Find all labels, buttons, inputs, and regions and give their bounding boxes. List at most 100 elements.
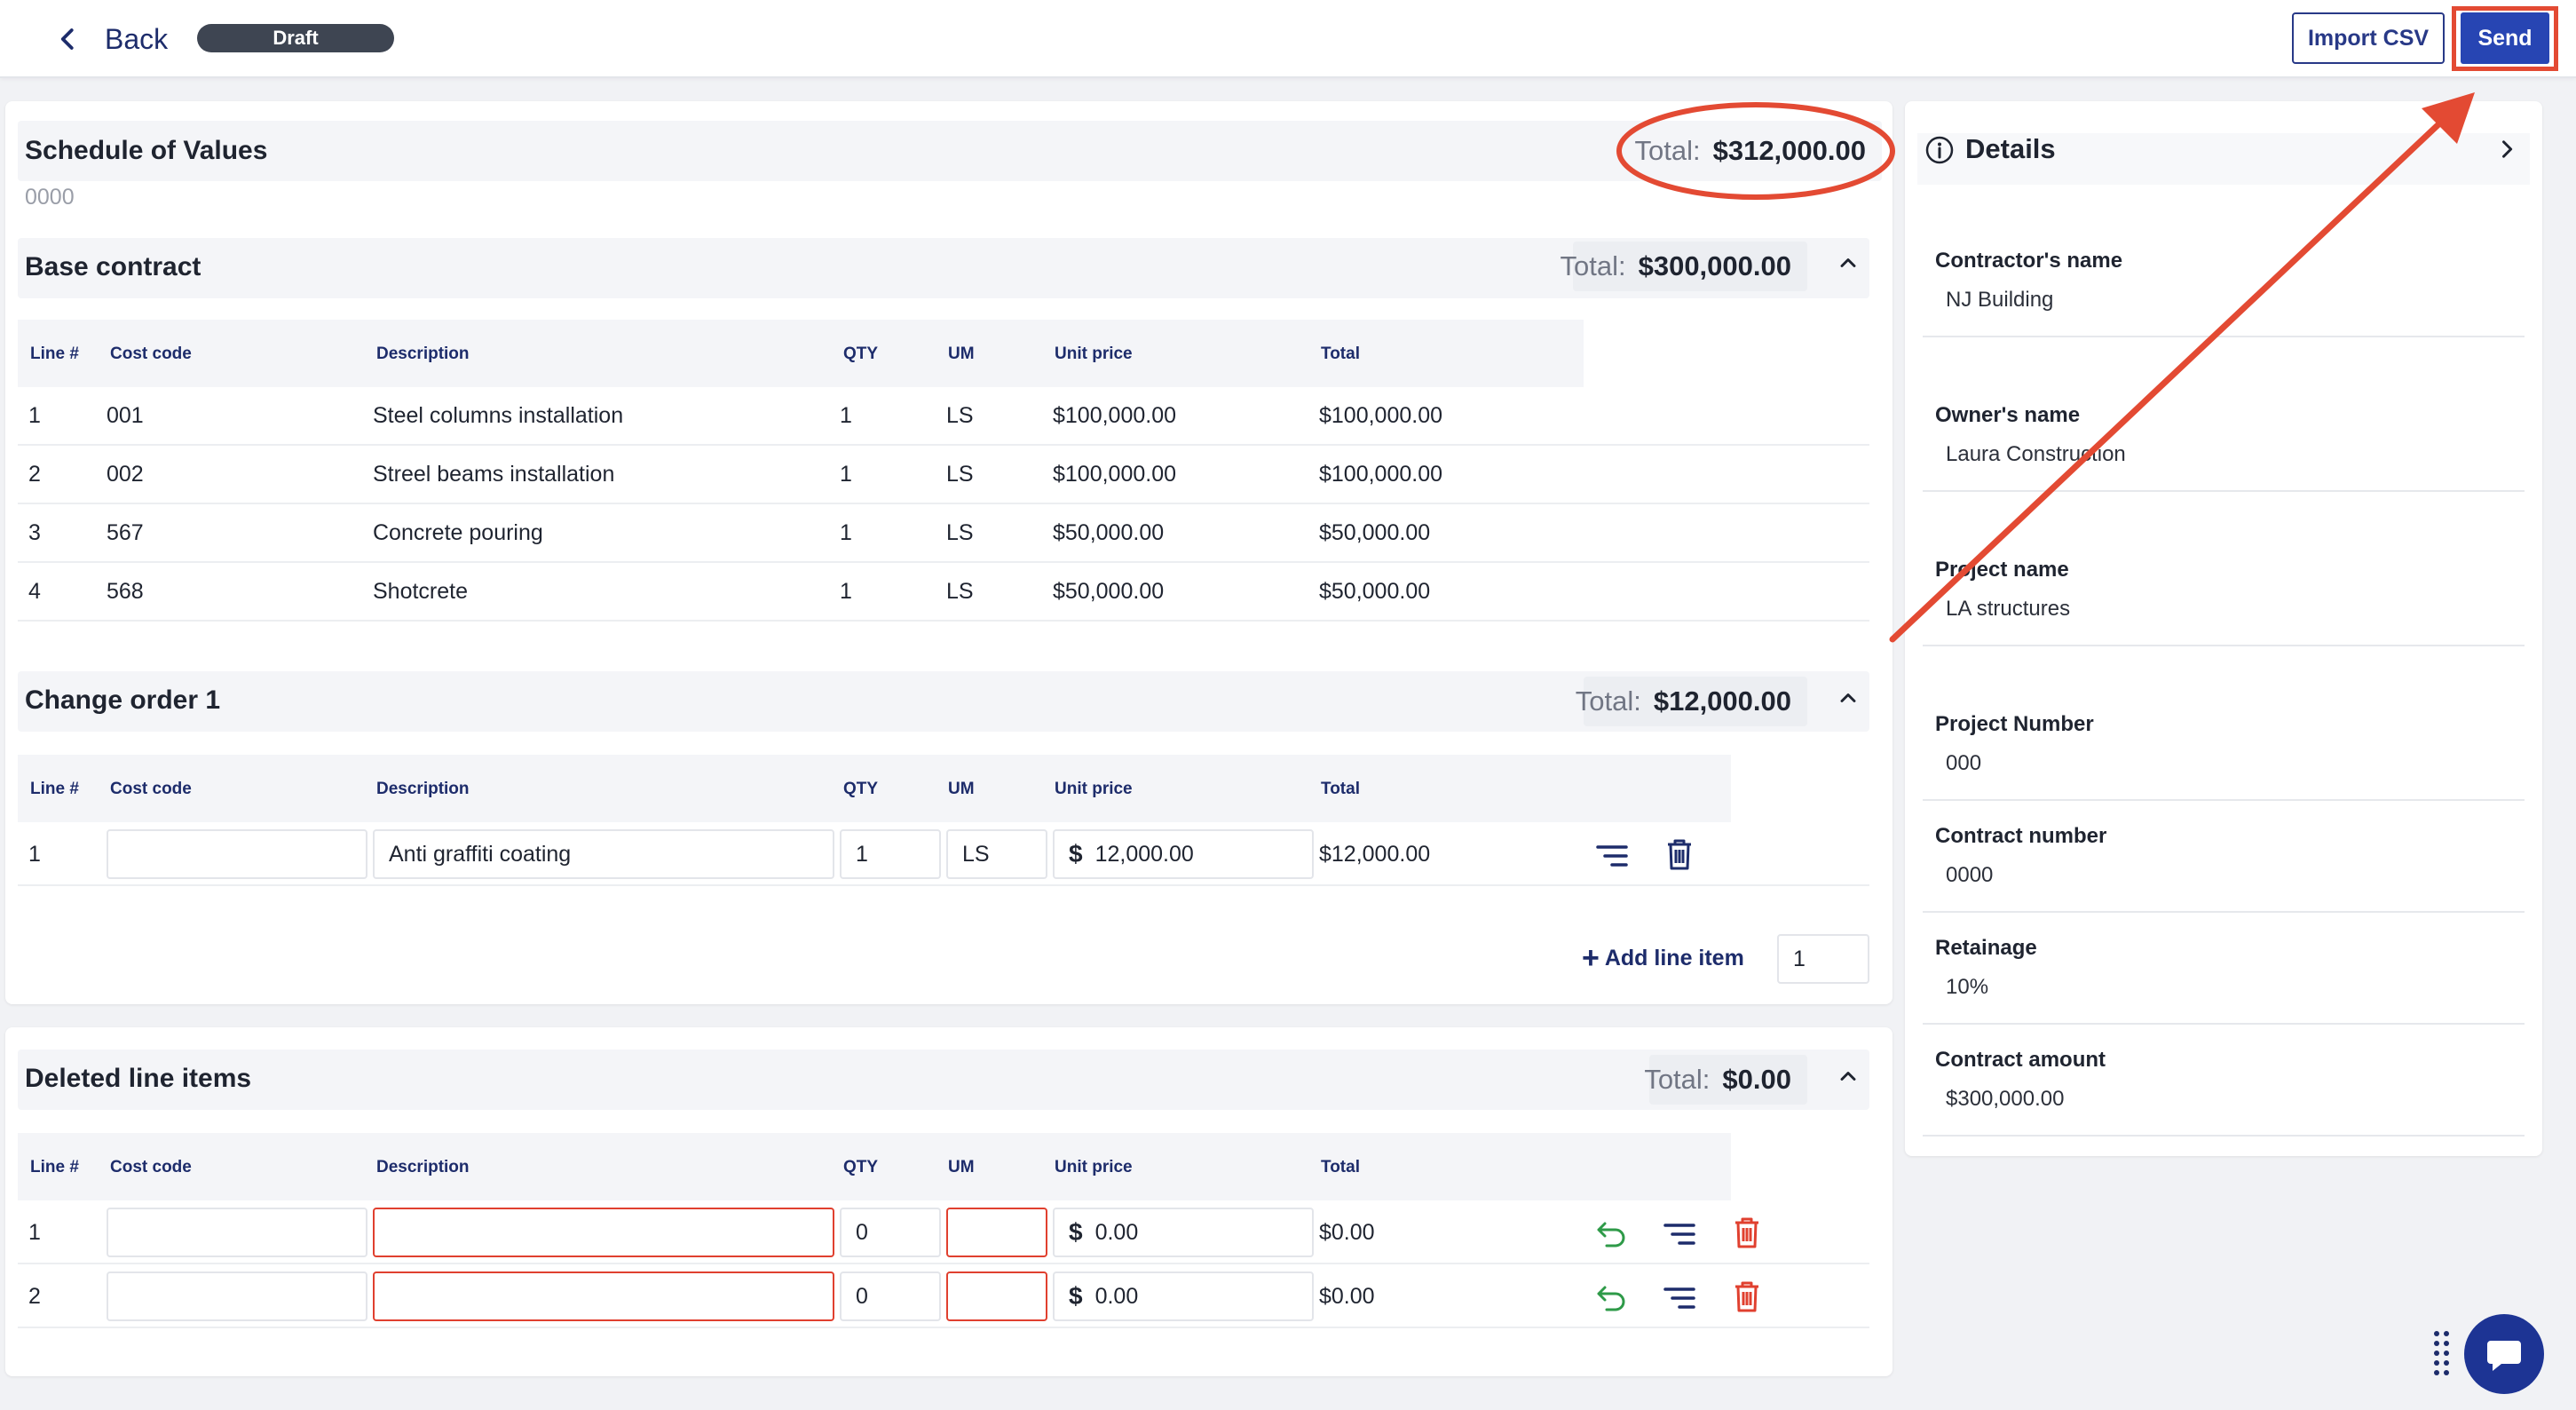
cell-total: $12,000.00 xyxy=(1319,842,1431,867)
col-total: Total xyxy=(1321,1158,1360,1176)
col-cost-code: Cost code xyxy=(110,1158,192,1176)
drag-handle-icon[interactable] xyxy=(2432,1329,2452,1377)
import-csv-button[interactable]: Import CSV xyxy=(2292,12,2445,64)
collapse-deleted-chevron-up-icon[interactable] xyxy=(1836,1064,1861,1089)
trash-icon[interactable] xyxy=(1729,1215,1765,1250)
cell-line: 4 xyxy=(28,579,41,604)
col-total: Total xyxy=(1321,780,1360,798)
detail-contractor-name: Contractor's name NJ Building xyxy=(1923,240,2525,337)
col-unit-price: Unit price xyxy=(1055,345,1133,363)
detail-value: 0000 xyxy=(1946,863,1994,887)
page-title: Schedule of Values xyxy=(25,136,268,165)
detail-label: Contract number xyxy=(1935,824,2107,848)
trash-icon[interactable] xyxy=(1662,836,1697,872)
qty-input[interactable]: 1 xyxy=(840,829,941,879)
col-description: Description xyxy=(376,1158,470,1176)
add-line-count-input[interactable]: 1 xyxy=(1777,934,1869,984)
cell-line: 1 xyxy=(28,842,41,867)
reorder-lines-icon[interactable] xyxy=(1662,1280,1697,1316)
detail-value: $300,000.00 xyxy=(1946,1087,2065,1111)
cell-line: 2 xyxy=(28,1284,41,1309)
cell-description: Concrete pouring xyxy=(373,520,543,545)
unit-price-value: 12,000.00 xyxy=(1094,841,1194,867)
chevron-left-icon xyxy=(60,28,74,50)
cost-code-input[interactable] xyxy=(107,829,367,879)
deleted-header xyxy=(18,1050,1869,1110)
cell-description: Shotcrete xyxy=(373,579,469,604)
restore-undo-icon[interactable] xyxy=(1594,1280,1630,1316)
chat-launcher-button[interactable] xyxy=(2464,1314,2544,1394)
send-button[interactable]: Send xyxy=(2461,12,2549,64)
description-input[interactable] xyxy=(373,1208,834,1257)
back-button[interactable]: Back xyxy=(55,18,168,60)
table-row[interactable]: 3 567 Concrete pouring 1 LS $50,000.00 $… xyxy=(18,504,1869,563)
cell-total: $100,000.00 xyxy=(1319,462,1443,487)
back-label: Back xyxy=(105,22,169,55)
cell-total: $50,000.00 xyxy=(1319,579,1431,604)
um-input[interactable] xyxy=(946,1208,1047,1257)
sov-total-value: $312,000.00 xyxy=(1712,135,1866,166)
col-um: UM xyxy=(948,1158,975,1176)
cost-code-input[interactable] xyxy=(107,1208,367,1257)
um-input[interactable]: LS xyxy=(946,829,1047,879)
col-total: Total xyxy=(1321,345,1360,363)
cost-code-input[interactable] xyxy=(107,1271,367,1321)
detail-value: LA structures xyxy=(1946,597,2071,621)
detail-value: NJ Building xyxy=(1946,288,2054,312)
add-line-item-button[interactable]: + Add line item xyxy=(1582,940,1744,976)
col-description: Description xyxy=(376,780,470,798)
plus-icon: + xyxy=(1582,940,1600,975)
dollar-sign: $ xyxy=(1069,1282,1083,1310)
restore-undo-icon[interactable] xyxy=(1594,1216,1630,1252)
base-contract-table-header: Line # Cost code Description QTY UM Unit… xyxy=(18,320,1584,387)
table-row[interactable]: 1 001 Steel columns installation 1 LS $1… xyxy=(18,387,1869,446)
detail-label: Retainage xyxy=(1935,936,2037,960)
deleted-total-label: Total: xyxy=(1644,1064,1711,1095)
detail-label: Contract amount xyxy=(1935,1048,2106,1072)
unit-price-input[interactable]: $ 0.00 xyxy=(1053,1208,1314,1257)
reorder-lines-icon[interactable] xyxy=(1594,838,1630,874)
description-input[interactable] xyxy=(373,1271,834,1321)
detail-contract-amount: Contract amount $300,000.00 xyxy=(1923,1039,2525,1137)
qty-input[interactable]: 0 xyxy=(840,1208,941,1257)
reorder-lines-icon[interactable] xyxy=(1662,1216,1697,1252)
info-icon xyxy=(1925,136,1954,164)
cell-um: LS xyxy=(946,579,974,604)
cell-total: $50,000.00 xyxy=(1319,520,1431,545)
unit-price-input[interactable]: $ 12,000.00 xyxy=(1053,829,1314,879)
detail-retainage: Retainage 10% xyxy=(1923,927,2525,1025)
cell-line: 3 xyxy=(28,520,41,545)
detail-label: Contractor's name xyxy=(1935,249,2123,273)
col-qty: QTY xyxy=(843,780,879,798)
detail-label: Project name xyxy=(1935,558,2069,582)
cell-qty: 1 xyxy=(840,579,852,604)
detail-project-number: Project Number 000 xyxy=(1923,703,2525,801)
base-contract-total: Total: $300,000.00 xyxy=(1560,242,1807,291)
collapse-base-contract-chevron-up-icon[interactable] xyxy=(1836,250,1861,275)
table-row: 1 Anti graffiti coating 1 LS $ 12,000.00… xyxy=(18,822,1869,886)
change-order-table-header: Line # Cost code Description QTY UM Unit… xyxy=(18,755,1731,822)
sov-header-band xyxy=(18,121,1882,181)
cell-description: Streel beams installation xyxy=(373,462,615,487)
cell-cost-code: 567 xyxy=(107,520,144,545)
col-qty: QTY xyxy=(843,345,879,363)
sov-total-label: Total: xyxy=(1634,135,1701,166)
table-row[interactable]: 4 568 Shotcrete 1 LS $50,000.00 $50,000.… xyxy=(18,563,1869,622)
table-row[interactable]: 2 002 Streel beams installation 1 LS $10… xyxy=(18,446,1869,504)
cell-line: 1 xyxy=(28,403,41,428)
table-row: 1 0 $ 0.00 $0.00 xyxy=(18,1200,1869,1264)
description-input[interactable]: Anti graffiti coating xyxy=(373,829,834,879)
base-contract-total-label: Total: xyxy=(1560,250,1626,281)
collapse-change-order-chevron-up-icon[interactable] xyxy=(1836,685,1861,710)
col-line: Line # xyxy=(30,1158,79,1176)
chevron-right-icon[interactable] xyxy=(2494,137,2519,162)
change-order-title: Change order 1 xyxy=(25,685,221,715)
trash-icon[interactable] xyxy=(1729,1279,1765,1314)
base-contract-total-value: $300,000.00 xyxy=(1638,250,1791,281)
unit-price-input[interactable]: $ 0.00 xyxy=(1053,1271,1314,1321)
send-highlight-box xyxy=(2452,6,2558,71)
um-input[interactable] xyxy=(946,1271,1047,1321)
qty-input[interactable]: 0 xyxy=(840,1271,941,1321)
cell-unit-price: $100,000.00 xyxy=(1053,462,1177,487)
col-qty: QTY xyxy=(843,1158,879,1176)
